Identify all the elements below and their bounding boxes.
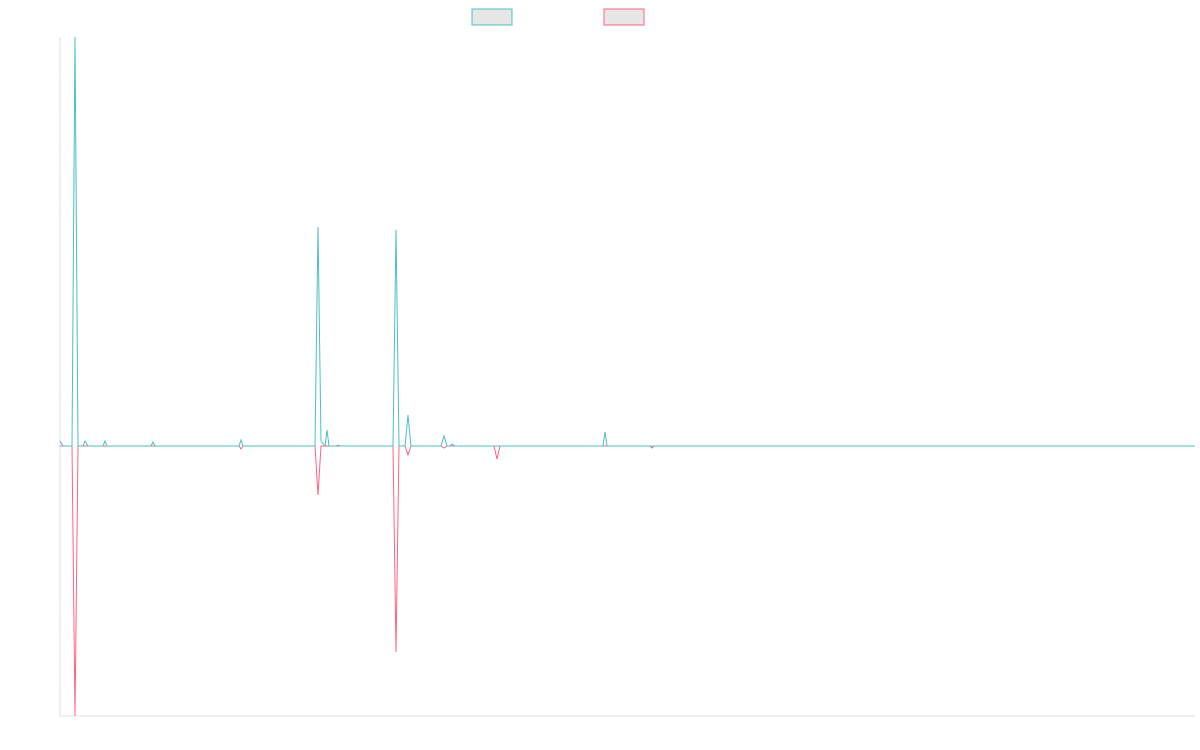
legend-swatch (471, 8, 513, 26)
series-line (59, 36, 1195, 448)
legend-swatch (603, 8, 645, 26)
series-line (60, 445, 1195, 717)
